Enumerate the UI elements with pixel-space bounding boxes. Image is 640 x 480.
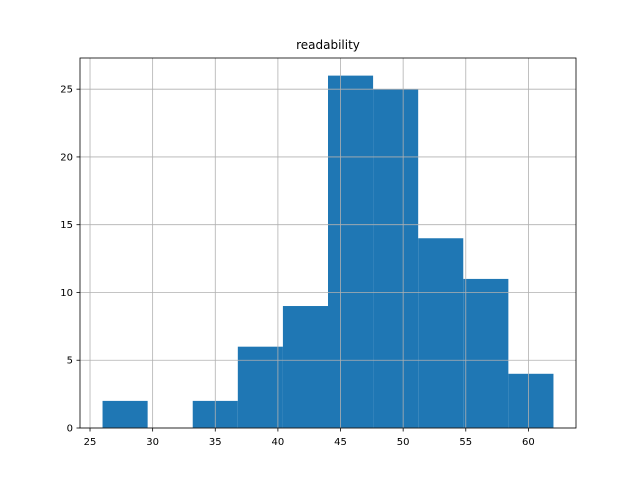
x-tick-label: 45 [334, 437, 347, 448]
x-tick-label: 50 [397, 437, 410, 448]
bar [373, 89, 419, 429]
bar [237, 346, 283, 428]
x-tick-label: 60 [522, 437, 535, 448]
x-tick-label: 25 [84, 437, 97, 448]
bar [418, 238, 464, 428]
plot-frame [79, 57, 577, 429]
bar [508, 373, 554, 428]
bar [328, 75, 374, 428]
y-tick-label: 5 [67, 356, 73, 367]
x-tick-label: 55 [459, 437, 472, 448]
x-tick-label: 40 [272, 437, 285, 448]
x-tick-label: 35 [209, 437, 222, 448]
x-tick-label: 30 [146, 437, 159, 448]
y-tick-label: 15 [60, 220, 73, 231]
bar [102, 400, 148, 428]
y-tick-label: 10 [60, 288, 73, 299]
y-tick-label: 20 [60, 152, 73, 163]
chart-title: readability [296, 38, 360, 52]
y-tick-label: 25 [60, 85, 73, 96]
bar [282, 306, 328, 428]
bar [463, 278, 509, 428]
y-tick-label: 0 [67, 424, 73, 435]
